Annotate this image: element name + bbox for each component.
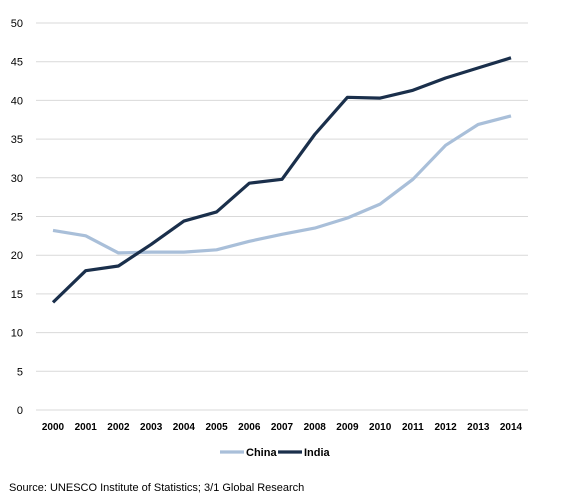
x-tick-label: 2008 bbox=[304, 422, 327, 433]
series-line-china bbox=[52, 114, 512, 255]
x-tick-label: 2004 bbox=[173, 422, 196, 433]
series-line-india bbox=[51, 56, 512, 304]
x-tick-label: 2003 bbox=[140, 422, 163, 433]
legend: China India bbox=[220, 447, 331, 459]
x-axis-ticks: 2000 2001 2002 2003 2004 2005 2006 2007 2008 2009… bbox=[42, 422, 523, 433]
x-tick-label: 2013 bbox=[467, 422, 490, 433]
y-tick-label: 45 bbox=[11, 57, 23, 69]
y-tick-label: 0 bbox=[17, 405, 23, 417]
gridlines bbox=[36, 22, 528, 411]
series-lines bbox=[51, 56, 512, 304]
legend-label-china: China bbox=[246, 447, 277, 459]
x-tick-label: 2010 bbox=[369, 422, 392, 433]
x-tick-label: 2011 bbox=[402, 422, 424, 433]
y-tick-label: 40 bbox=[11, 95, 23, 107]
x-tick-label: 2009 bbox=[336, 422, 359, 433]
x-tick-label: 2014 bbox=[500, 422, 523, 433]
y-tick-label: 35 bbox=[11, 134, 23, 146]
y-tick-label: 30 bbox=[11, 173, 23, 185]
legend-label-india: India bbox=[304, 447, 331, 459]
y-tick-label: 20 bbox=[11, 250, 23, 262]
y-tick-label: 5 bbox=[17, 366, 23, 378]
x-tick-label: 2002 bbox=[107, 422, 130, 433]
x-tick-label: 2006 bbox=[238, 422, 261, 433]
x-tick-label: 2000 bbox=[42, 422, 65, 433]
y-tick-label: 15 bbox=[11, 289, 23, 301]
x-tick-label: 2007 bbox=[271, 422, 294, 433]
x-tick-label: 2005 bbox=[205, 422, 228, 433]
x-tick-label: 2001 bbox=[75, 422, 98, 433]
y-axis-ticks: 0 5 10 15 20 25 30 35 40 45 50 bbox=[11, 18, 23, 417]
x-tick-label: 2012 bbox=[434, 422, 457, 433]
y-tick-label: 25 bbox=[11, 212, 23, 224]
y-tick-label: 10 bbox=[11, 328, 23, 340]
y-tick-label: 50 bbox=[11, 18, 23, 30]
source-note: Source: UNESCO Institute of Statistics; … bbox=[9, 482, 305, 494]
